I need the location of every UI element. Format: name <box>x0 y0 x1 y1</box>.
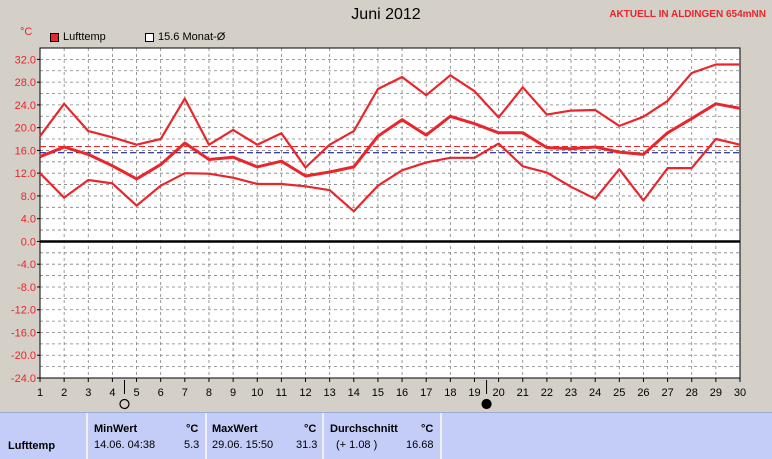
table-divider <box>440 413 442 459</box>
legend-swatch-lufttemp <box>50 32 59 42</box>
avg-unit: °C <box>421 423 434 435</box>
x-tick-label: 29 <box>710 387 722 399</box>
x-tick-label: 24 <box>589 387 601 399</box>
table-divider <box>86 413 88 459</box>
new-moon-icon <box>119 398 130 410</box>
y-tick-label: 16.0 <box>15 145 36 157</box>
legend-label-lufttemp: Lufttemp <box>63 31 106 43</box>
x-tick-label: 2 <box>61 387 67 399</box>
y-tick-label: -24.0 <box>11 373 36 385</box>
min-unit: °C <box>186 423 199 435</box>
max-time: 29.06. 15:50 <box>212 439 274 451</box>
y-tick-label: -4.0 <box>17 259 36 271</box>
legend-label-mean: 15.6 Monat-Ø <box>158 31 226 43</box>
x-tick-label: 5 <box>133 387 139 399</box>
x-tick-label: 30 <box>734 387 746 399</box>
x-tick-label: 20 <box>492 387 504 399</box>
x-tick-label: 3 <box>85 387 91 399</box>
y-tick-label: -12.0 <box>11 305 36 317</box>
x-tick-label: 7 <box>182 387 188 399</box>
x-tick-label: 28 <box>686 387 698 399</box>
x-tick-label: 9 <box>230 387 236 399</box>
y-tick-label: -16.0 <box>11 327 36 339</box>
min-time: 14.06. 04:38 <box>94 439 156 451</box>
y-tick-label: 4.0 <box>21 214 36 226</box>
table-divider <box>205 413 207 459</box>
series-line-max <box>39 63 740 169</box>
x-tick-label: 23 <box>565 387 577 399</box>
x-tick-label: 25 <box>613 387 625 399</box>
x-tick-label: 17 <box>420 387 432 399</box>
plot-area <box>40 48 740 378</box>
max-header: MaxWert <box>212 423 258 435</box>
y-tick-label: 20.0 <box>15 123 36 135</box>
series-line-min <box>39 137 741 213</box>
x-tick-label: 10 <box>251 387 263 399</box>
series-line-mean <box>39 102 741 181</box>
avg-header: Durchschnitt <box>330 423 398 435</box>
y-tick-label: 12.0 <box>15 168 36 180</box>
y-tick-label: 0.0 <box>21 236 36 248</box>
legend-swatch-mean <box>145 32 154 42</box>
max-unit: °C <box>304 423 317 435</box>
x-tick-label: 12 <box>299 387 311 399</box>
x-tick-label: 19 <box>468 387 480 399</box>
chart-title: Juni 2012 <box>351 6 421 23</box>
plot-frame <box>39 47 741 379</box>
x-tick-label: 27 <box>661 387 673 399</box>
y-tick-label: 32.0 <box>15 54 36 66</box>
x-tick-label: 4 <box>109 387 115 399</box>
y-axis-unit: °C <box>20 26 33 38</box>
x-tick-label: 15 <box>372 387 384 399</box>
x-tick-label: 1 <box>37 387 43 399</box>
y-tick-label: 24.0 <box>15 100 36 112</box>
legend-lufttemp: Lufttemp <box>50 31 106 43</box>
x-tick-label: 6 <box>158 387 164 399</box>
stats-table: MinWert °C MaxWert °C Durchschnitt °C Lu… <box>0 412 772 459</box>
row-label-lufttemp: Lufttemp <box>8 440 56 452</box>
temperature-chart: 32.0 28.0 24.0 20.0 16.0 12.0 8.0 4.0 0.0 -4.0 -8.… <box>11 47 746 410</box>
y-tick-label: 8.0 <box>21 191 36 203</box>
y-tick-label: -20.0 <box>11 350 36 362</box>
x-tick-label: 11 <box>276 387 287 399</box>
station-label: AKTUELL IN ALDINGEN 654mNN <box>609 9 766 20</box>
x-tick-label: 22 <box>541 387 553 399</box>
avg-delta: (+ 1.08 ) <box>336 439 378 451</box>
y-tick-label: 28.0 <box>15 77 36 89</box>
x-tick-label: 14 <box>348 387 360 399</box>
y-tick-label: -8.0 <box>17 282 36 294</box>
x-tick-label: 16 <box>396 387 408 399</box>
avg-value: 16.68 <box>406 439 434 451</box>
full-moon-icon <box>481 398 492 410</box>
x-tick-label: 21 <box>517 387 529 399</box>
x-tick-label: 8 <box>206 387 212 399</box>
x-tick-label: 26 <box>637 387 649 399</box>
min-value: 5.3 <box>184 439 200 451</box>
legend-monthly-mean: 15.6 Monat-Ø <box>145 31 225 43</box>
max-value: 31.3 <box>296 439 318 451</box>
min-header: MinWert <box>94 423 138 435</box>
x-tick-label: 18 <box>444 387 456 399</box>
table-divider <box>322 413 324 459</box>
x-tick-label: 13 <box>324 387 336 399</box>
